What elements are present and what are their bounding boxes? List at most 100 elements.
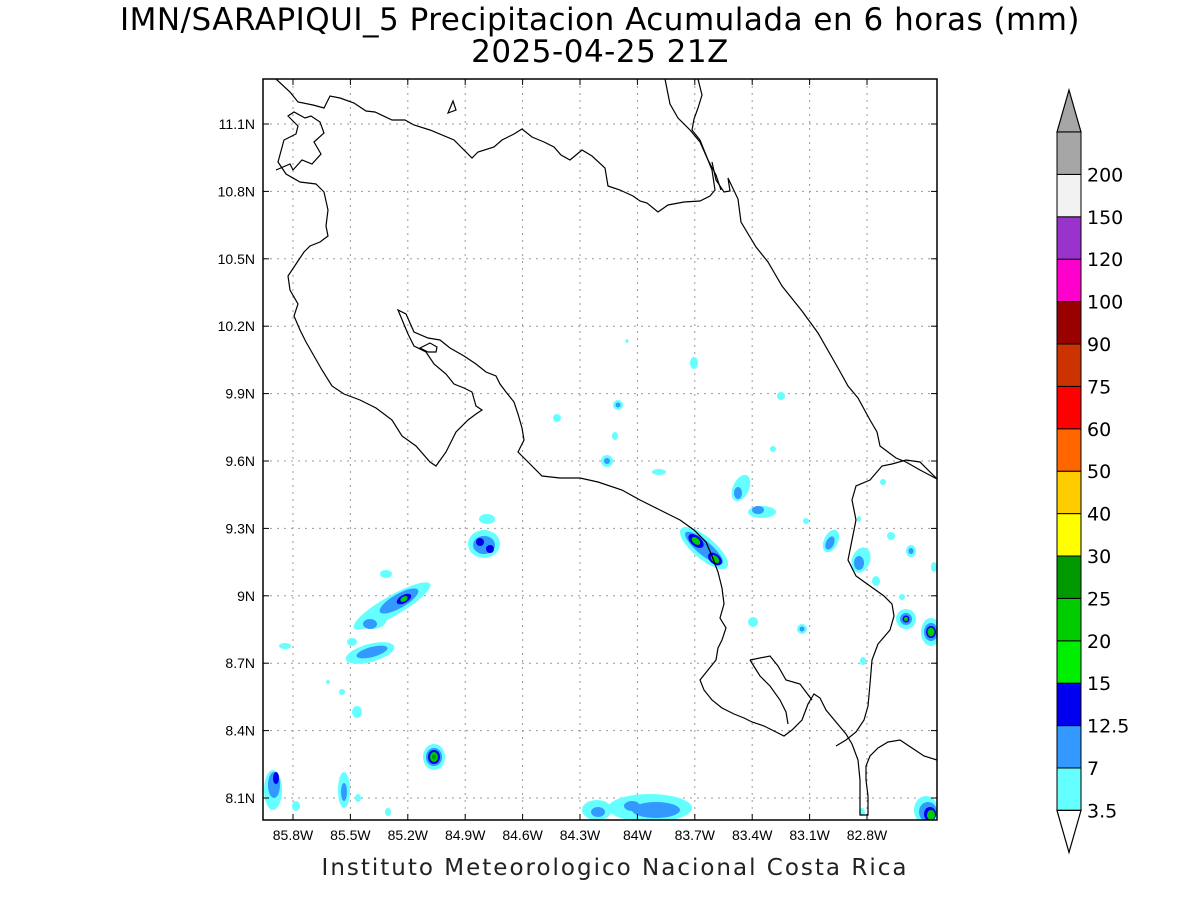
colorbar-label: 3.5 — [1087, 800, 1117, 822]
rain-cell — [353, 582, 431, 630]
rain-cell — [264, 770, 282, 810]
colorbar-label: 15 — [1087, 673, 1111, 695]
colorbar-swatch — [1056, 470, 1082, 515]
colorbar-label: 40 — [1087, 504, 1111, 526]
x-tick-label: 83.7W — [675, 827, 716, 843]
rain-cell — [872, 576, 880, 586]
y-tick-label: 10.5N — [218, 251, 255, 267]
y-tick-label: 9.6N — [225, 453, 255, 469]
rain-cell — [601, 455, 613, 467]
x-tick-label: 82.8W — [847, 827, 888, 843]
colorbar-label: 60 — [1087, 419, 1111, 441]
x-tick-label: 84W — [623, 827, 653, 843]
plot-frame — [262, 78, 938, 821]
colorbar-swatch — [1056, 640, 1082, 684]
rain-cell — [797, 624, 807, 634]
rain-cell — [857, 516, 861, 522]
colorbar-swatch — [1056, 258, 1082, 303]
y-tick-label: 8.1N — [225, 790, 255, 806]
colorbar-min-arrow — [1056, 809, 1082, 855]
colorbar-label: 75 — [1087, 376, 1111, 398]
colorbar-swatch — [1056, 301, 1082, 345]
rain-cell — [423, 744, 445, 770]
map-grid — [263, 79, 937, 820]
rain-cell — [625, 339, 629, 343]
x-tick-label: 84.6W — [502, 827, 543, 843]
rain-cell — [851, 547, 871, 573]
rain-cell — [748, 617, 758, 627]
rain-cell — [352, 706, 362, 718]
y-tick-label: 9.9N — [225, 386, 255, 402]
rain-cell — [899, 594, 905, 600]
x-axis: 85.8W 85.5W 85.2W 84.9W 84.6W 84.3W 84W 83.7W 83… — [273, 79, 888, 843]
x-tick-label: 84.3W — [560, 827, 601, 843]
colorbar-swatch — [1056, 343, 1082, 387]
colorbar-label: 50 — [1087, 461, 1111, 483]
colorbar-label: 90 — [1087, 334, 1111, 356]
colorbar-swatch — [1056, 216, 1082, 260]
colorbar-swatch — [1056, 597, 1082, 642]
rain-cell — [822, 529, 840, 553]
colorbar-swatch — [1056, 513, 1082, 557]
y-tick-label: 11.1N — [219, 116, 255, 132]
colorbar-label: 200 — [1087, 164, 1123, 186]
rain-cell — [679, 526, 729, 570]
rain-cell — [292, 801, 300, 811]
rain-cell — [860, 657, 866, 665]
rain-cell — [613, 400, 623, 410]
map-subtitle: 2025-04-25 21Z — [471, 34, 729, 70]
y-tick-label: 9N — [237, 588, 255, 604]
rain-cell — [380, 570, 392, 578]
rain-cell — [326, 680, 330, 684]
colorbar-label: 20 — [1087, 631, 1111, 653]
y-tick-label: 8.4N — [225, 723, 255, 739]
rain-cell — [582, 794, 692, 820]
rain-cell — [345, 642, 395, 664]
colorbar-label: 30 — [1087, 546, 1111, 568]
map-title: IMN/SARAPIQUI_5 Precipitacion Acumulada … — [119, 2, 1081, 38]
rain-cell — [896, 609, 916, 629]
colorbar-swatch — [1056, 173, 1082, 218]
precipitation-field — [264, 339, 937, 820]
y-tick-label: 10.8N — [218, 183, 255, 199]
x-tick-label: 85.8W — [273, 827, 314, 843]
x-tick-label: 85.2W — [388, 827, 429, 843]
colorbar-label: 150 — [1087, 207, 1123, 229]
rain-cell — [338, 772, 350, 808]
colorbar-label: 7 — [1087, 758, 1099, 780]
rain-cell — [731, 474, 751, 502]
colorbar-max-arrow — [1056, 87, 1082, 133]
colorbar-swatch — [1056, 725, 1082, 769]
rain-cell — [803, 518, 809, 524]
rain-cell — [553, 414, 561, 422]
rain-cell — [690, 357, 698, 369]
rain-cell — [279, 643, 291, 649]
colorbar-swatch — [1056, 385, 1082, 430]
x-tick-label: 84.9W — [445, 827, 486, 843]
rain-cell — [777, 392, 785, 400]
colorbar-swatch — [1056, 682, 1082, 727]
colorbar-swatch — [1056, 555, 1082, 599]
rain-cell — [880, 479, 886, 485]
coastline — [275, 79, 937, 816]
rain-cell — [921, 618, 937, 646]
rain-cell — [385, 808, 391, 816]
colorbar-label: 25 — [1087, 588, 1111, 610]
rain-cell — [358, 613, 386, 629]
rain-cell — [652, 469, 666, 475]
colorbar-swatch — [1056, 131, 1082, 175]
footer-credit: Instituto Meteorologico Nacional Costa R… — [321, 855, 909, 881]
rain-cell — [770, 446, 776, 452]
rain-cell — [906, 545, 916, 557]
colorbar-label: 12.5 — [1087, 716, 1129, 738]
rain-cell — [914, 796, 937, 820]
rain-cell — [339, 689, 345, 695]
rain-cell — [468, 514, 500, 558]
rain-cell — [748, 506, 776, 518]
colorbar-swatch — [1056, 428, 1082, 472]
y-tick-label: 9.3N — [225, 520, 255, 536]
colorbar: 3.5 7 12.5 15 20 25 30 40 50 60 75 90 100 120 150 200 — [1056, 87, 1129, 855]
colorbar-swatch — [1056, 767, 1082, 811]
y-axis: 11.1N 10.8N 10.5N 10.2N 9.9N 9.6N 9.3N 9N 8.7N 8.… — [218, 116, 937, 806]
